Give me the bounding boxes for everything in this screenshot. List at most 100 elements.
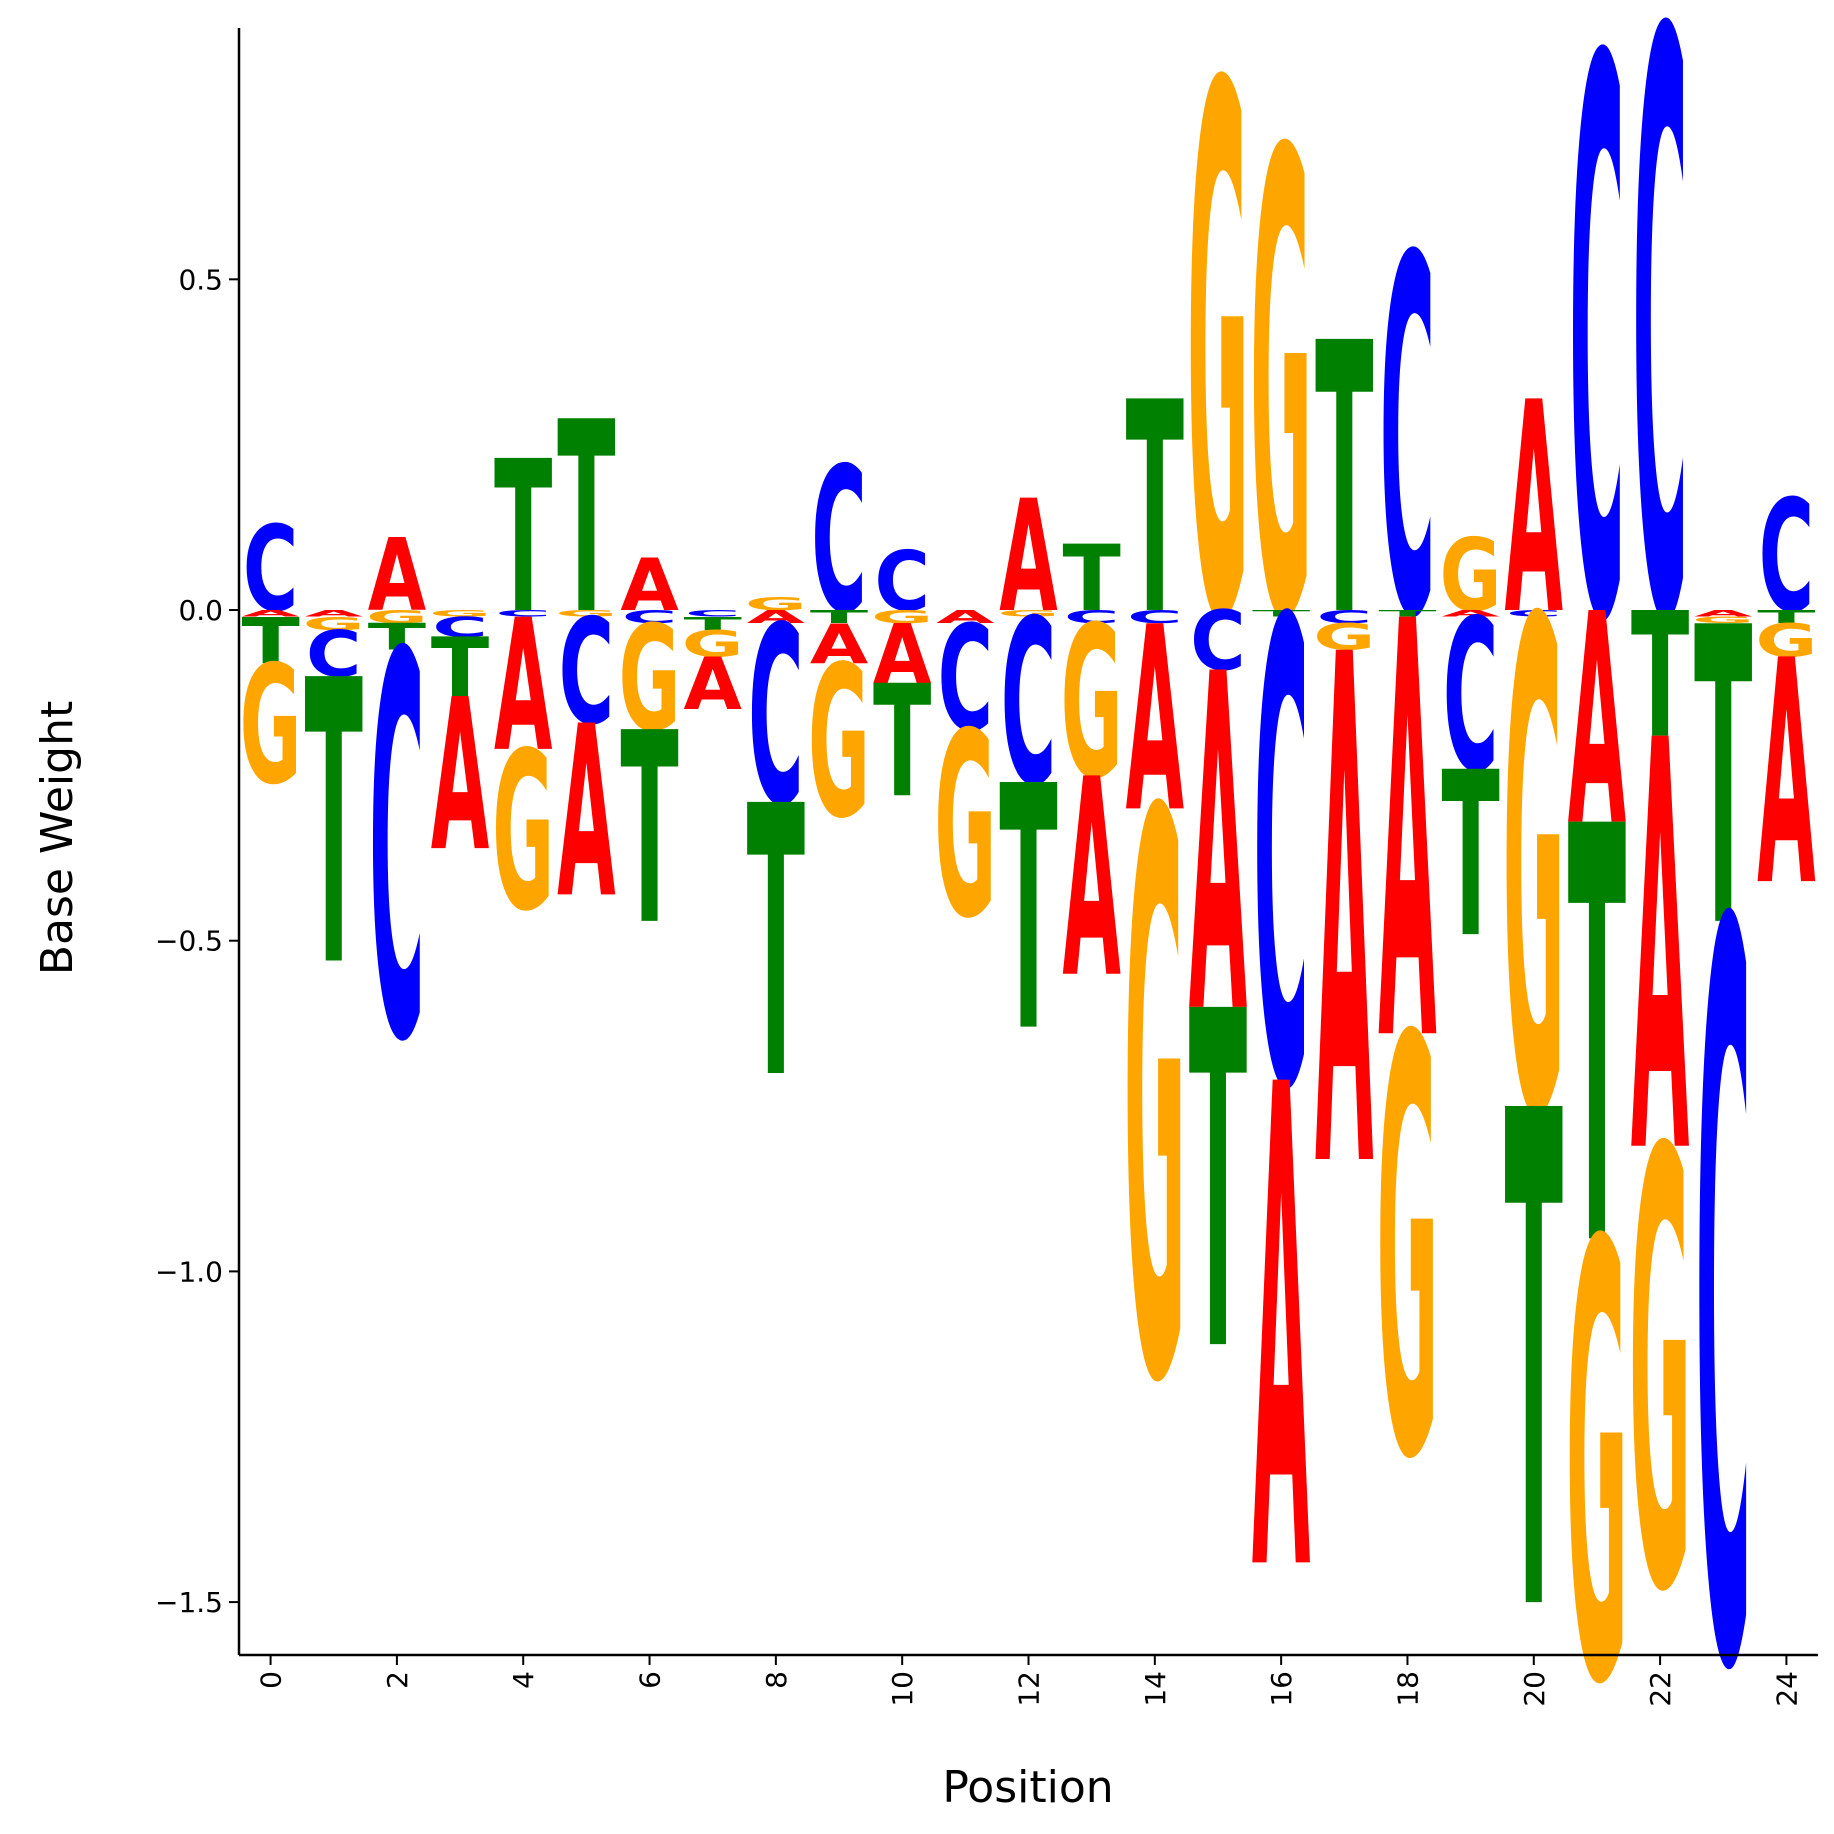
y-tick-label: 0.0	[178, 594, 223, 627]
logo-letter-a-pos-0: A	[241, 608, 300, 619]
x-tick-label: 2	[381, 1671, 414, 1689]
logo-letter-a-pos-16: A	[1252, 950, 1311, 1720]
x-tick-label: 10	[886, 1671, 919, 1707]
logo-letter-t-pos-5: T	[557, 367, 615, 674]
logo-letter-g-pos-21: G	[1566, 1119, 1628, 1816]
logo-letter-c-pos-10: C	[874, 534, 929, 630]
logo-letter-t-pos-4: T	[494, 416, 552, 659]
x-axis-title: Position	[942, 1762, 1113, 1813]
logo-letter-c-pos-21: C	[1569, 0, 1624, 790]
logo-letter-c-pos-24: C	[1759, 466, 1814, 646]
x-tick-label: 16	[1265, 1671, 1298, 1707]
logo-letter-t-pos-10: T	[873, 653, 931, 832]
logo-letter-t-pos-3: T	[431, 620, 489, 716]
logo-letter-g-pos-12: G	[998, 608, 1060, 619]
logo-letter-g-pos-16: G	[1250, 20, 1312, 760]
logo-letter-g-pos-1: G	[303, 613, 365, 634]
logo-letter-a-pos-7: A	[683, 643, 741, 727]
logo-letter-c-pos-16: C	[1253, 490, 1308, 1230]
y-tick-label: 0.5	[178, 263, 223, 296]
x-tick-label: 18	[1391, 1671, 1424, 1707]
x-tick-label: 6	[634, 1671, 667, 1689]
logo-letter-c-pos-4: C	[496, 608, 551, 619]
logo-letter-t-pos-1: T	[305, 599, 364, 1054]
logo-letter-a-pos-10: A	[873, 607, 932, 703]
logo-letter-g-pos-9: G	[808, 622, 870, 865]
logo-letter-g-pos-10: G	[871, 606, 933, 627]
logo-letter-t-pos-0: T	[241, 604, 299, 678]
logo-letter-c-pos-23: C	[1696, 721, 1751, 1834]
y-ticks: 0.5 0.0 −0.5 −1.0 −1.5	[155, 263, 239, 1619]
logo-letter-c-pos-0: C	[243, 502, 298, 639]
logo-letter-c-pos-2: C	[369, 545, 424, 1158]
logo-letter-c-pos-22: C	[1632, 0, 1687, 799]
logo-letter-c-pos-13: C	[1064, 606, 1119, 627]
x-tick-label: 8	[760, 1671, 793, 1689]
logo-letter-t-pos-16: T	[1252, 608, 1311, 618]
logo-letter-c-pos-17: C	[1317, 606, 1372, 627]
logo-letter-t-pos-9: T	[810, 607, 868, 628]
logo-letter-t-pos-17: T	[1315, 265, 1374, 698]
logo-letter-a-pos-24: A	[1757, 595, 1815, 954]
logo-letter-c-pos-7: C	[685, 608, 740, 619]
logo-letter-c-pos-9: C	[811, 425, 866, 658]
logo-letter-c-pos-15: C	[1190, 594, 1245, 690]
x-tick-label: 14	[1139, 1671, 1172, 1707]
logo-letter-c-pos-5: C	[559, 589, 614, 757]
logo-letter-t-pos-14: T	[1126, 341, 1184, 679]
logo-letter-t-pos-6: T	[620, 677, 678, 984]
logo-letter-c-pos-1: C	[306, 618, 361, 692]
logo-letter-a-pos-18: A	[1378, 505, 1437, 1170]
logo-letter-t-pos-22: T	[1631, 577, 1689, 777]
logo-letter-a-pos-15: A	[1189, 578, 1248, 1117]
logo-letter-g-pos-14: G	[1124, 656, 1186, 1554]
x-tick-label: 0	[255, 1671, 288, 1689]
logo-letter-t-pos-21: T	[1568, 710, 1627, 1374]
logo-letter-g-pos-5: G	[555, 608, 617, 619]
logo-letter-a-pos-5: A	[557, 676, 615, 951]
x-ticks: 0 2 4 6 8 10 12 14 16 18 20 22 24	[255, 1655, 1803, 1707]
logo-letter-t-pos-15: T	[1189, 916, 1248, 1454]
logo-letter-g-pos-6: G	[619, 596, 681, 764]
logo-letter-g-pos-19: G	[1440, 518, 1502, 634]
logo-letter-g-pos-15: G	[1187, 0, 1249, 782]
logo-letter-t-pos-24: T	[1757, 607, 1815, 628]
logo-letter-g-pos-8: G	[745, 593, 807, 614]
y-tick-label: −0.5	[155, 925, 223, 958]
logo-letter-a-pos-12: A	[999, 466, 1057, 646]
logo-letter-t-pos-13: T	[1063, 526, 1121, 632]
logo-letter-c-pos-18: C	[1380, 156, 1435, 726]
y-tick-label: −1.5	[155, 1586, 223, 1619]
logo-letter-a-pos-1: A	[305, 608, 364, 619]
logo-letter-a-pos-23: A	[1694, 608, 1753, 619]
x-tick-label: 4	[507, 1671, 540, 1689]
logo-letter-a-pos-13: A	[1062, 723, 1120, 1039]
x-tick-label: 22	[1644, 1671, 1677, 1707]
logo-letter-c-pos-20: C	[1506, 608, 1561, 619]
y-axis-title: Base Weight	[32, 701, 83, 975]
logo-letter-t-pos-12: T	[999, 716, 1057, 1107]
logo-letter-g-pos-22: G	[1629, 1027, 1691, 1724]
logo-letter-a-pos-4: A	[494, 580, 552, 792]
logo-letter-g-pos-2: G	[366, 606, 428, 627]
logo-letter-t-pos-2: T	[368, 617, 427, 659]
logo-letter-c-pos-8: C	[748, 575, 803, 860]
logo-letter-g-pos-18: G	[1376, 921, 1438, 1586]
logo-letter-a-pos-19: A	[1441, 608, 1500, 619]
logo-letter-a-pos-21: A	[1568, 553, 1626, 891]
logo-letter-g-pos-24: G	[1755, 614, 1817, 667]
logo-letter-t-pos-8: T	[747, 728, 806, 1161]
logo-letter-a-pos-11: A	[936, 606, 995, 627]
logo-letter-a-pos-9: A	[810, 612, 868, 676]
logo-letter-g-pos-13: G	[1061, 583, 1123, 826]
logo-letter-t-pos-19: T	[1441, 725, 1499, 988]
x-tick-label: 20	[1518, 1671, 1551, 1707]
logo-letter-a-pos-2: A	[368, 518, 427, 634]
logo-letter-t-pos-20: T	[1505, 972, 1564, 1763]
logo-letter-t-pos-23: T	[1694, 542, 1753, 1018]
x-tick-label: 12	[1013, 1671, 1046, 1707]
logo-letter-g-pos-23: G	[1692, 615, 1754, 626]
y-tick-label: −1.0	[155, 1255, 223, 1288]
